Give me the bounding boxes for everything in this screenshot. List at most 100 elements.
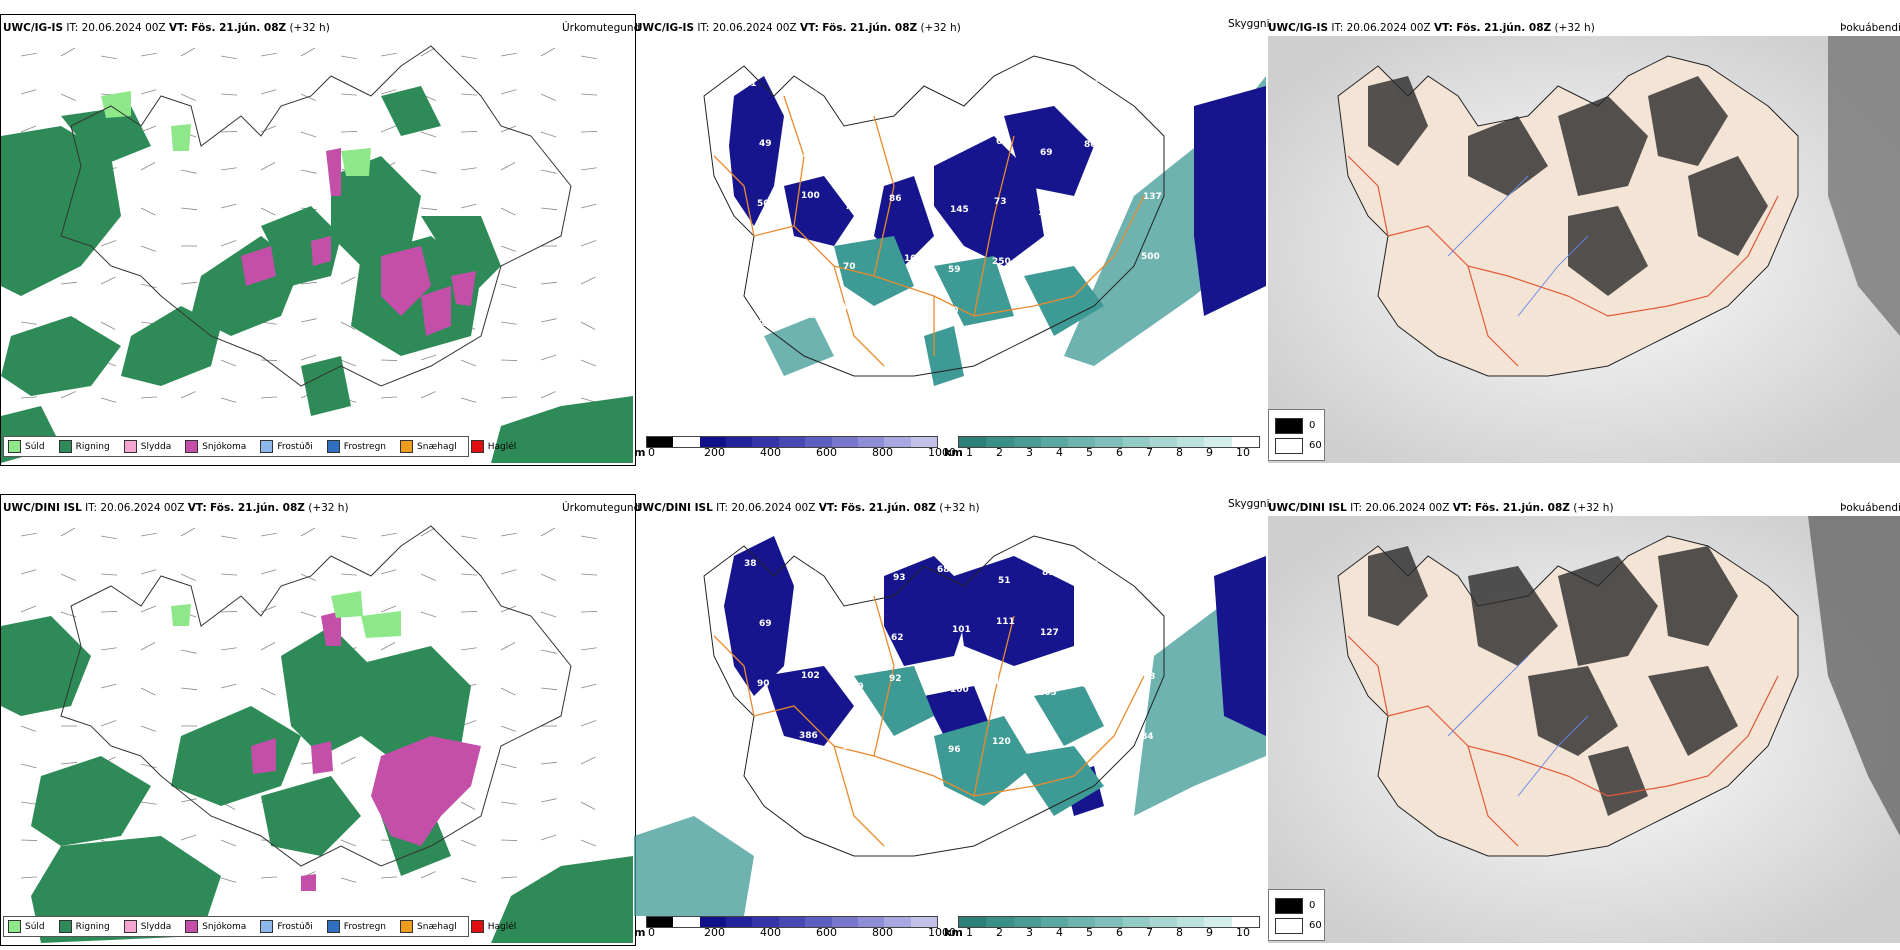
cloud-base-label: 50 — [757, 199, 770, 209]
valid-time: Fös. 21.jún. 08Z — [1475, 502, 1570, 514]
legend-swatch — [260, 440, 274, 453]
legend-swatch — [400, 920, 414, 933]
cloud-base-label: 69 — [1042, 88, 1055, 98]
panel-title: Úrkomutegund — [562, 502, 641, 514]
init-time: 20.06.2024 00Z — [712, 22, 797, 34]
cloud-base-label: 177 — [994, 677, 1013, 687]
it-label: IT: — [1350, 502, 1363, 514]
legend-swatch — [470, 920, 484, 933]
model-name: UWC/IG-IS — [3, 22, 64, 34]
cloud-base-label: 109 — [847, 622, 866, 632]
fog-legend-top: 0 60 — [1268, 409, 1325, 461]
legend-item: Snjókoma — [185, 920, 246, 933]
cloud-base-label: 111 — [996, 617, 1015, 627]
colorbar-unit: m — [634, 446, 646, 459]
legend-label: Haglél — [487, 921, 517, 932]
legend-item: Frostúði — [260, 440, 313, 453]
cloud-base-label: 77 — [998, 96, 1011, 106]
cloud-base-label: 64 — [891, 153, 904, 163]
model-name: UWC/DINI ISL — [3, 502, 82, 514]
panel-header: UWC/DINI ISL IT: 20.06.2024 00Z VT: Fös.… — [634, 502, 980, 514]
legend-label: Rigning — [75, 441, 110, 452]
cloud-base-label: 250 — [992, 257, 1011, 267]
colorbar-tick: 3 — [1026, 446, 1033, 459]
model-name: UWC/IG-IS — [1268, 22, 1329, 34]
lead-time: (+32 h) — [920, 22, 961, 34]
legend-item: Snæhagl — [400, 440, 457, 453]
legend-swatch — [123, 920, 137, 933]
cloud-base-areas — [729, 76, 1266, 316]
cloud-base-label: 120 — [992, 737, 1011, 747]
coastline-iceland — [703, 55, 1165, 377]
cloud-base-label: 96 — [948, 745, 961, 755]
colorbar-unit: km — [944, 446, 963, 459]
cloud-base-label: 80 — [1084, 140, 1097, 150]
init-time: 20.06.2024 00Z — [100, 502, 185, 514]
legend-label: Rigning — [75, 921, 110, 932]
legend-item: Slydda — [123, 440, 171, 453]
cloud-base-label: 70 — [946, 306, 959, 316]
colorbar-tick: 9 — [1206, 926, 1213, 939]
colorbar-tick: 5 — [1086, 446, 1093, 459]
fog-swatch-dark — [1275, 418, 1303, 434]
legend-swatch — [185, 920, 199, 933]
legend-label: Snæhagl — [417, 921, 457, 932]
cloud-base-label: 106 — [904, 254, 923, 264]
colorbar-tick: 6 — [1116, 446, 1123, 459]
legend-swatch — [58, 440, 72, 453]
legend-label: Haglél — [487, 441, 517, 452]
panel-header: UWC/DINI ISL IT: 20.06.2024 00Z VT: Fös.… — [1268, 502, 1614, 514]
panel-title: Skyggni — [1228, 18, 1270, 30]
cloud-base-colorbar — [646, 436, 938, 448]
fog-legend-light-label: 60 — [1309, 920, 1322, 931]
legend-item: Snjókoma — [185, 440, 246, 453]
valid-time: Fös. 21.jún. 08Z — [191, 22, 287, 34]
cloud-base-label: 81 — [1042, 568, 1055, 578]
model-name: UWC/DINI ISL — [634, 502, 713, 514]
precip-type-legend: Súld Rigning Slydda Snjókoma Frostúði Frostre… — [3, 916, 516, 937]
legend-item: Frostregn — [326, 440, 386, 453]
it-label: IT: — [85, 502, 98, 514]
colorbar-tick: 4 — [1056, 926, 1063, 939]
roads — [713, 95, 1145, 367]
cloud-base-label: 137 — [1143, 192, 1162, 202]
colorbar-tick: 4 — [1056, 446, 1063, 459]
rain-areas — [1, 86, 633, 463]
cloud-base-label: 129 — [845, 682, 864, 692]
cloud-base-label: 51 — [998, 576, 1011, 586]
cloud-base-labels: 91 48 62 59 70 77 69 46 76 49 80 54 64 60 69 69 80 62 50 10… — [744, 79, 1162, 329]
cloud-base-label: 94 — [1084, 620, 1097, 630]
coastline-iceland — [60, 45, 572, 387]
cloud-base-label: 43 — [1086, 560, 1099, 570]
legend-swatch — [8, 440, 21, 453]
cloud-base-label: 100 — [950, 685, 969, 695]
cloud-base-label: 183 — [755, 739, 774, 749]
legend-item: Súld — [8, 440, 45, 453]
cloud-base-label: 131 — [1082, 200, 1101, 210]
vt-label: VT: — [1452, 502, 1472, 514]
fog-legend-bottom: 0 60 — [1268, 889, 1325, 941]
colorbar-tick: 3 — [1026, 926, 1033, 939]
cloud-base-label: 386 — [799, 731, 818, 741]
init-time: 20.06.2024 00Z — [81, 22, 166, 34]
fog-legend-light-label: 60 — [1309, 440, 1322, 451]
cloud-base-label: 301 — [843, 742, 862, 752]
colorbar-tick: 800 — [872, 926, 893, 939]
fog-map-top — [1268, 36, 1900, 463]
panel-title: Þokuábendi — [1840, 22, 1900, 34]
valid-time: Fös. 21.jún. 08Z — [822, 22, 918, 34]
it-label: IT: — [1331, 22, 1344, 34]
cloud-base-label: 185 — [1036, 729, 1055, 739]
lead-time: (+32 h) — [289, 22, 330, 34]
colorbar-tick: 1 — [966, 446, 973, 459]
lead-time: (+32 h) — [1554, 22, 1595, 34]
cloud-base-label: 127 — [1040, 628, 1059, 638]
colorbar-tick: 1 — [966, 926, 973, 939]
legend-label: Snjókoma — [202, 921, 247, 932]
cloud-base-label: 60 — [952, 145, 965, 155]
cloud-base-label: 33 — [1080, 740, 1093, 750]
cloud-base-label: 102 — [801, 671, 820, 681]
vt-label: VT: — [818, 502, 838, 514]
cloud-map-top: 91 48 62 59 70 77 69 46 76 49 80 54 64 60 69 69 80 62 50 10… — [703, 55, 1266, 386]
cloud-base-label: 76 — [1130, 91, 1143, 101]
